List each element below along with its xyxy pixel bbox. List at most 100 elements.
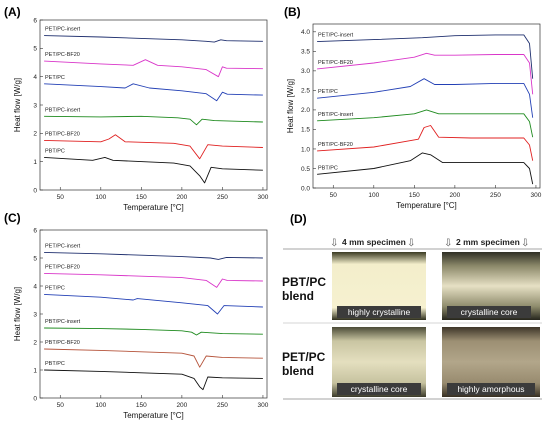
series-label-6: PBT/PC — [45, 361, 65, 367]
series-label-1: PET/PC-insert — [318, 33, 354, 39]
header-4mm: 4 mm specimen — [342, 237, 406, 247]
panel-label-d: (D) — [290, 212, 307, 226]
y-axis-title: Heat flow [W/g] — [13, 287, 22, 341]
down-arrow-icon: ⇩ — [444, 238, 452, 249]
x-tick-label: 200 — [176, 402, 187, 409]
series-label-3: PET/PC — [45, 75, 65, 81]
panel-label: (B) — [284, 5, 301, 19]
header-2mm: 2 mm specimen — [456, 237, 520, 247]
x-tick-label: 150 — [136, 402, 147, 409]
caption-box — [447, 383, 535, 395]
series-label-6: PBT/PC — [318, 165, 338, 171]
y-tick-label: 4.0 — [301, 29, 310, 36]
y-tick-label: 4 — [33, 74, 37, 81]
series-line-1 — [44, 35, 263, 43]
x-tick-label: 150 — [136, 194, 147, 201]
y-tick-label: 6 — [33, 227, 37, 234]
series-label-2: PET/PC-BF20 — [45, 52, 80, 58]
caption-box — [337, 383, 421, 395]
y-tick-label: 4 — [33, 283, 37, 290]
x-axis-title: Temperature [°C] — [123, 411, 184, 420]
series-label-2: PET/PC-BF20 — [318, 60, 353, 66]
photo-panel-d: (D) ⇩ 4 mm specimen ⇩ ⇩ 2 mm specimen ⇩ … — [282, 212, 542, 400]
x-tick-label: 300 — [531, 192, 542, 199]
x-tick-label: 200 — [176, 194, 187, 201]
series-label-2: PET/PC-BF20 — [45, 264, 80, 270]
series-line-5 — [44, 134, 263, 160]
series-line-2 — [317, 52, 534, 95]
series-label-5: PBT/PC-BF20 — [318, 142, 353, 148]
series-label-5: PBT/PC-BF20 — [45, 340, 80, 346]
series-label-6: PBT/PC — [45, 148, 65, 154]
x-tick-label: 300 — [258, 402, 269, 409]
series-line-3 — [44, 293, 263, 315]
x-tick-label: 100 — [95, 402, 106, 409]
down-arrow-icon: ⇩ — [407, 238, 415, 249]
series-label-3: PET/PC — [45, 285, 65, 291]
x-tick-label: 250 — [217, 402, 228, 409]
chart-panel-a: (A) 50 100 150 200 250 300 0 1 2 3 4 5 6 Temperature [… — [4, 5, 269, 212]
y-tick-label: 0.0 — [301, 185, 310, 192]
series-label-4: PBT/PC-insert — [318, 112, 354, 118]
y-tick-label: 0 — [33, 395, 37, 402]
series-line-3 — [317, 78, 534, 118]
x-tick-label: 250 — [490, 192, 501, 199]
y-tick-label: 0.5 — [301, 166, 310, 173]
y-tick-label: 1 — [33, 159, 37, 166]
row-label-pbt-blend: blend — [282, 289, 314, 303]
y-tick-label: 1.0 — [301, 146, 310, 153]
y-tick-label: 3 — [33, 311, 37, 318]
series-line-4 — [44, 327, 263, 336]
x-tick-label: 200 — [449, 192, 460, 199]
series-label-1: PET/PC-insert — [45, 27, 81, 33]
y-tick-label: 5 — [33, 46, 37, 53]
y-tick-label: 2 — [33, 131, 37, 138]
down-arrow-icon: ⇩ — [521, 238, 529, 249]
caption-pet-2mm: highly amorphous — [457, 384, 524, 394]
series-line-1 — [44, 251, 263, 260]
series-line-5 — [317, 125, 534, 161]
caption-box — [337, 306, 421, 318]
y-tick-label: 0 — [33, 187, 37, 194]
down-arrow-icon: ⇩ — [330, 238, 338, 249]
series-line-3 — [44, 83, 263, 102]
plot-frame — [39, 19, 268, 191]
y-tick-label: 2.0 — [301, 107, 310, 114]
row-label-pbt: PBT/PC — [282, 275, 326, 289]
y-tick-label: 1 — [33, 367, 37, 374]
series-line-6 — [44, 369, 263, 391]
chart-panel-b: (B) 50 100 150 200 250 300 0.0 0.5 1.0 1.5 2.0 2.5 3.… — [284, 5, 542, 210]
row-label-pet-blend: blend — [282, 364, 314, 378]
x-axis-title: Temperature [°C] — [123, 203, 184, 212]
caption-pet-4mm: crystalline core — [351, 384, 408, 394]
x-tick-label: 250 — [217, 194, 228, 201]
row-label-pet: PET/PC — [282, 350, 326, 364]
x-tick-label: 100 — [95, 194, 106, 201]
y-axis-title: Heat flow [W/g] — [13, 78, 22, 132]
caption-pbt-2mm: crystalline core — [461, 307, 518, 317]
x-tick-label: 50 — [57, 194, 65, 201]
y-tick-label: 3.5 — [301, 49, 310, 56]
plot-frame — [312, 23, 541, 189]
caption-pbt-4mm: highly crystalline — [348, 307, 411, 317]
series-label-3: PET/PC — [318, 89, 338, 95]
panel-label: (A) — [4, 5, 21, 19]
panel-label: (C) — [4, 211, 21, 225]
y-tick-label: 3.0 — [301, 68, 310, 75]
series-line-1 — [317, 34, 534, 79]
y-axis-title: Heat flow [W/g] — [286, 79, 295, 133]
series-line-6 — [44, 156, 263, 184]
series-label-1: PET/PC-insert — [45, 243, 81, 249]
series-line-6 — [317, 152, 534, 185]
y-tick-label: 3 — [33, 102, 37, 109]
series-label-4: PBT/PC-insert — [45, 107, 81, 113]
series-line-4 — [44, 115, 263, 126]
chart-panel-c: (C) 50 100 150 200 250 300 0 1 2 3 4 5 6 Temperature [… — [4, 211, 269, 420]
x-axis-title: Temperature [°C] — [396, 201, 457, 210]
series-line-2 — [44, 59, 263, 78]
x-tick-label: 150 — [409, 192, 420, 199]
x-tick-label: 300 — [258, 194, 269, 201]
y-tick-label: 6 — [33, 17, 37, 24]
series-label-5: PBT/PC-BF20 — [45, 131, 80, 137]
